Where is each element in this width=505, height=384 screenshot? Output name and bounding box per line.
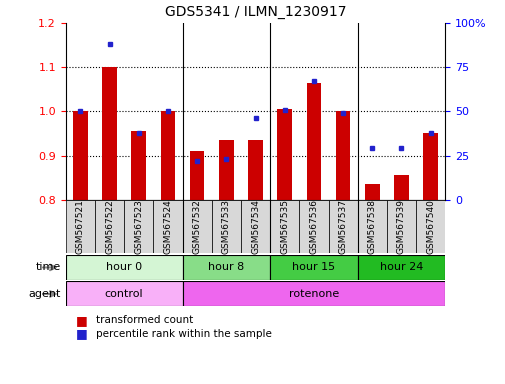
Bar <box>357 200 386 253</box>
Bar <box>248 140 262 200</box>
Text: GSM567534: GSM567534 <box>250 199 260 254</box>
Text: GSM567536: GSM567536 <box>309 199 318 254</box>
Bar <box>299 200 328 253</box>
Text: GSM567522: GSM567522 <box>105 199 114 254</box>
Bar <box>277 109 291 200</box>
Text: ■: ■ <box>76 328 87 340</box>
Bar <box>423 134 437 200</box>
Bar <box>102 67 117 200</box>
Text: GSM567537: GSM567537 <box>338 199 347 254</box>
Bar <box>95 200 124 253</box>
Bar <box>153 200 182 253</box>
Text: GSM567535: GSM567535 <box>280 199 289 254</box>
Bar <box>335 111 350 200</box>
Bar <box>182 281 444 306</box>
Bar <box>364 184 379 200</box>
Bar <box>240 200 270 253</box>
Bar <box>357 255 444 280</box>
Text: percentile rank within the sample: percentile rank within the sample <box>96 329 272 339</box>
Text: GSM567538: GSM567538 <box>367 199 376 254</box>
Text: time: time <box>35 262 61 273</box>
Text: agent: agent <box>28 289 61 299</box>
Text: GSM567540: GSM567540 <box>425 199 434 254</box>
Text: control: control <box>105 289 143 299</box>
Text: GSM567533: GSM567533 <box>221 199 230 254</box>
Text: GSM567523: GSM567523 <box>134 199 143 254</box>
Bar <box>393 175 408 200</box>
Text: hour 15: hour 15 <box>292 262 335 273</box>
Bar <box>182 200 211 253</box>
Text: GSM567532: GSM567532 <box>192 199 201 254</box>
Text: hour 8: hour 8 <box>208 262 244 273</box>
Bar <box>131 131 146 200</box>
Bar <box>306 83 321 200</box>
Bar <box>270 200 299 253</box>
Bar <box>211 200 240 253</box>
Text: ■: ■ <box>76 314 87 326</box>
Bar <box>189 151 204 200</box>
Text: GSM567539: GSM567539 <box>396 199 405 254</box>
Bar <box>386 200 415 253</box>
Text: GSM567524: GSM567524 <box>163 199 172 254</box>
Bar <box>73 111 87 200</box>
Bar <box>161 111 175 200</box>
Text: transformed count: transformed count <box>96 315 193 325</box>
Bar <box>219 140 233 200</box>
Bar <box>124 200 153 253</box>
Text: rotenone: rotenone <box>288 289 338 299</box>
Bar <box>66 255 182 280</box>
Bar <box>270 255 357 280</box>
Text: GDS5341 / ILMN_1230917: GDS5341 / ILMN_1230917 <box>165 5 345 19</box>
Bar <box>182 255 270 280</box>
Text: hour 0: hour 0 <box>106 262 142 273</box>
Bar <box>415 200 444 253</box>
Bar <box>328 200 357 253</box>
Text: hour 24: hour 24 <box>379 262 422 273</box>
Bar <box>66 281 182 306</box>
Text: GSM567521: GSM567521 <box>76 199 85 254</box>
Bar <box>66 200 95 253</box>
